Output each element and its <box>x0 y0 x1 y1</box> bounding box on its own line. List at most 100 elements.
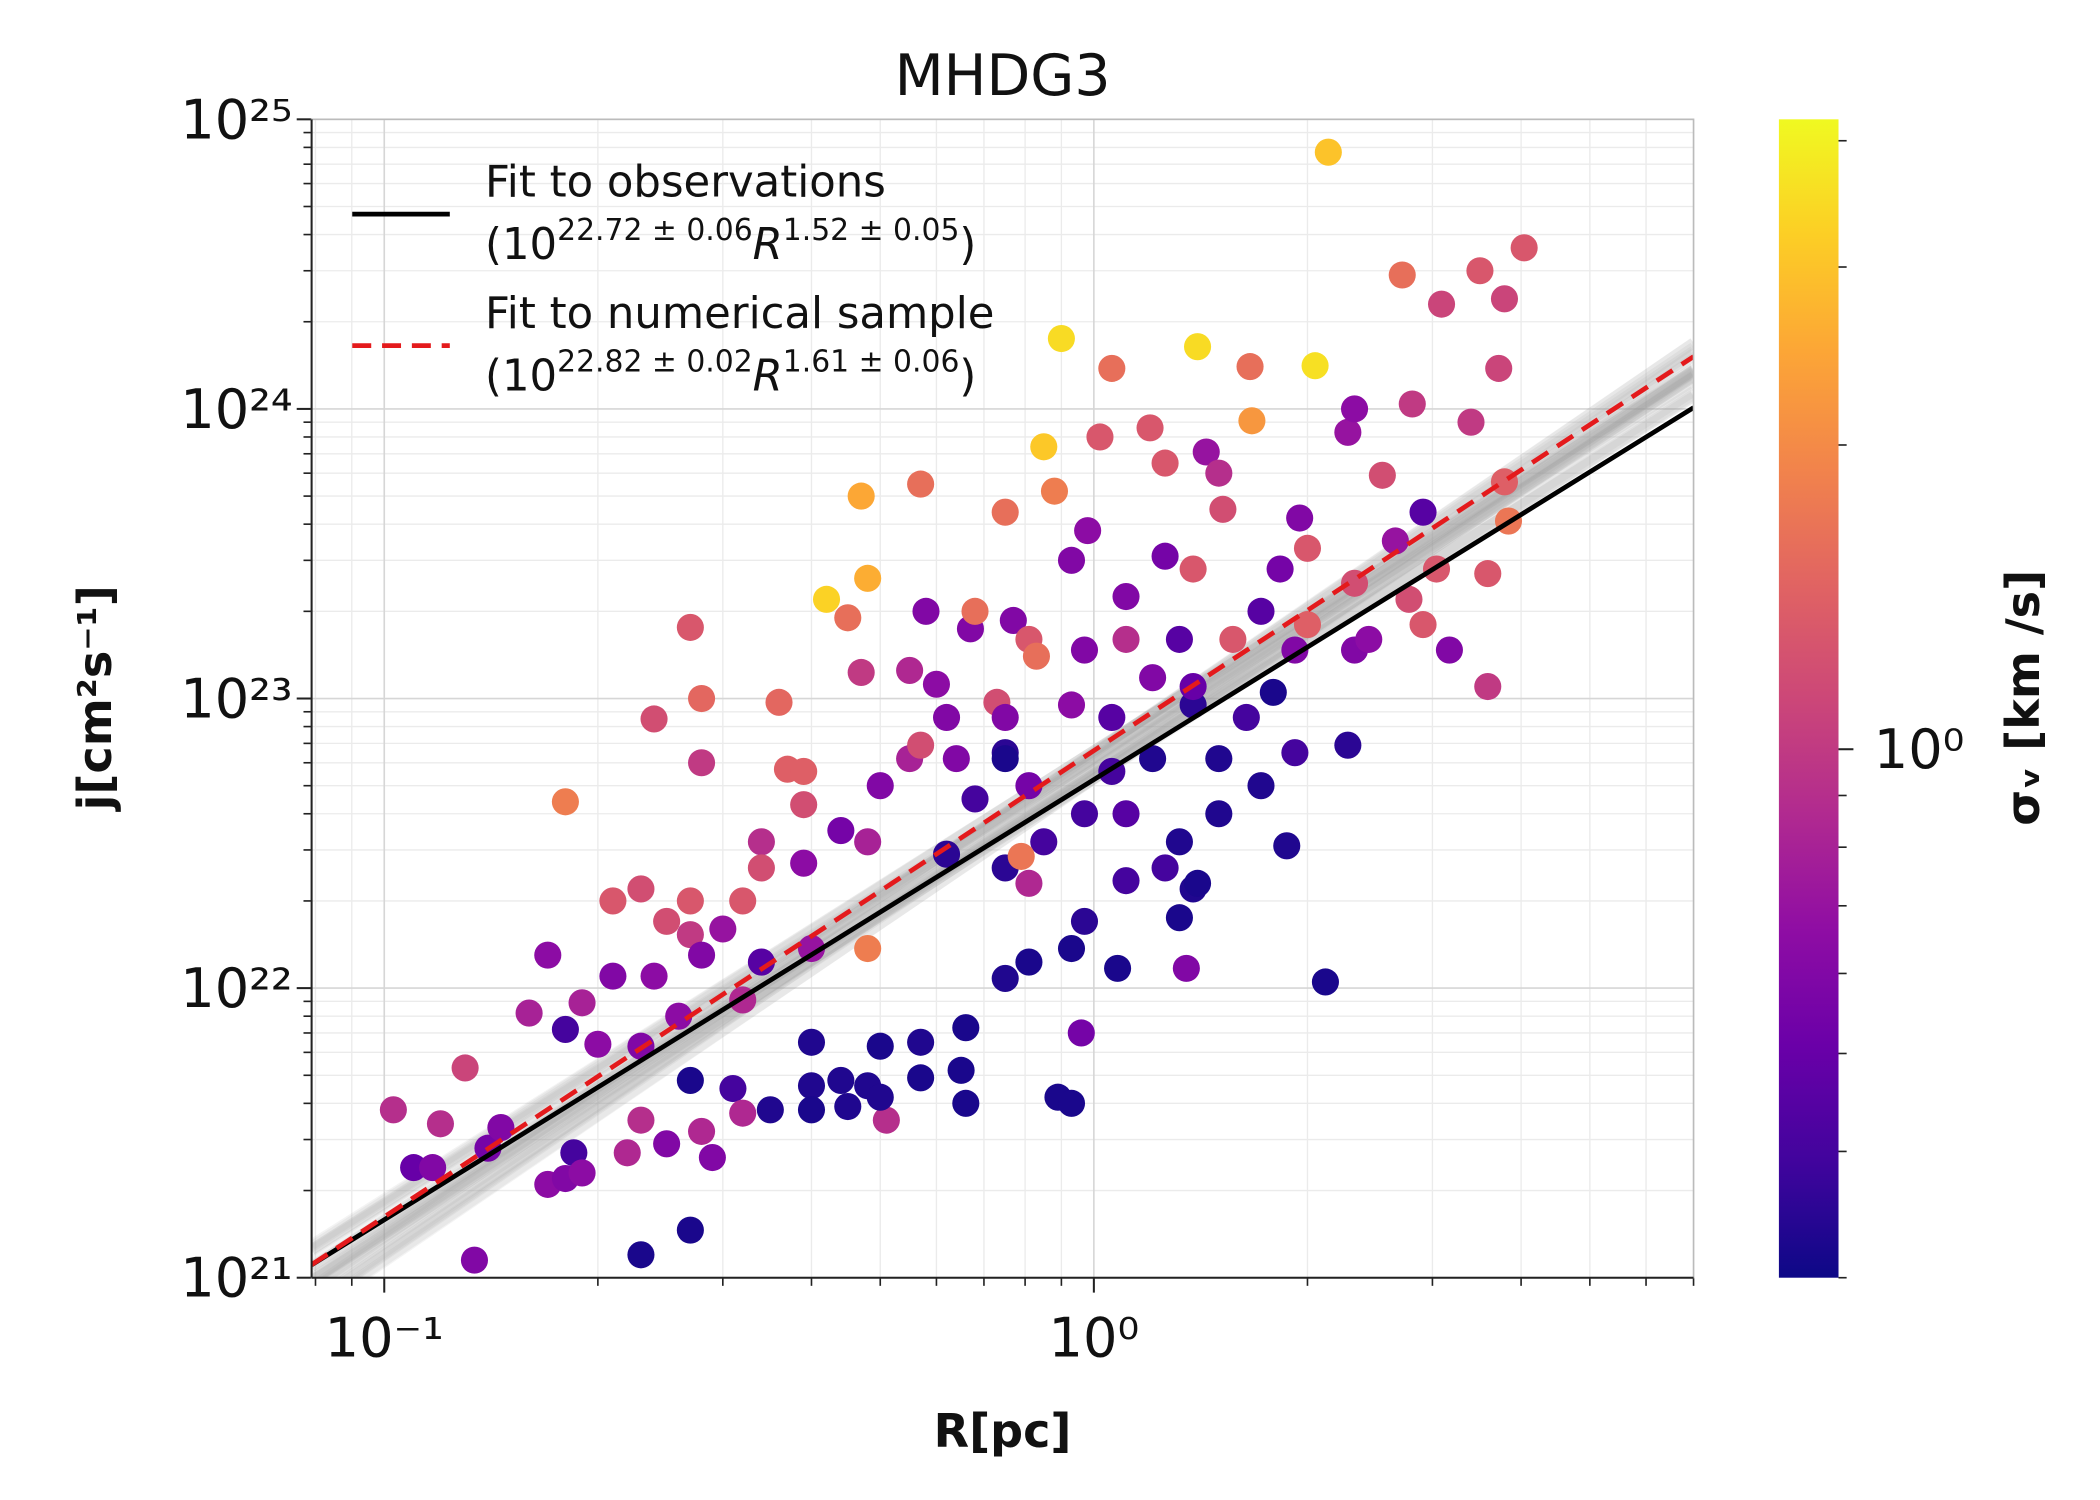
y-tick-label: 10²⁴ <box>180 378 292 441</box>
data-point <box>1205 800 1233 828</box>
data-point <box>866 772 894 800</box>
data-point <box>534 941 562 969</box>
data-point <box>1205 459 1233 487</box>
data-point <box>947 1056 975 1084</box>
data-point <box>1238 407 1266 435</box>
data-point <box>627 1106 655 1134</box>
data-point <box>665 1002 693 1030</box>
fit-band-line <box>311 367 1694 1250</box>
data-point <box>1466 257 1494 285</box>
data-point <box>932 703 961 732</box>
data-point <box>1409 498 1437 526</box>
fit-band-line <box>311 342 1694 1278</box>
formula-part: 22.82 ± 0.02 <box>557 344 753 379</box>
data-point <box>1070 907 1099 935</box>
data-point <box>1112 625 1140 653</box>
data-point <box>1286 504 1314 532</box>
data-point <box>1355 625 1383 653</box>
data-point <box>1247 597 1275 625</box>
legend-label: Fit to numerical sample <box>485 289 994 339</box>
data-point <box>1057 691 1086 719</box>
data-point <box>1340 395 1369 423</box>
formula-part: R <box>753 351 783 401</box>
data-point <box>551 788 579 816</box>
data-point <box>613 1139 641 1167</box>
data-point <box>676 613 704 641</box>
data-point <box>961 597 989 625</box>
data-point <box>797 1028 826 1056</box>
data-point <box>676 1216 704 1244</box>
data-point <box>1219 625 1247 653</box>
formula-part: 22.72 ± 0.06 <box>557 213 753 248</box>
data-point <box>912 597 940 625</box>
legend-formula: (1022.72 ± 0.06R1.52 ± 0.05) <box>485 213 976 270</box>
x-axis-label: R[pc] <box>934 1404 1072 1458</box>
data-point <box>1007 842 1035 870</box>
data-point <box>907 1028 935 1056</box>
data-point <box>688 749 716 777</box>
x-tick-label: 10⁰ <box>1049 1306 1140 1369</box>
data-point <box>797 1072 826 1100</box>
data-point <box>1015 869 1043 897</box>
data-point <box>922 670 950 698</box>
data-point <box>1086 423 1114 451</box>
data-point <box>426 1110 454 1138</box>
data-point <box>1022 642 1050 670</box>
data-point <box>790 849 818 877</box>
data-point <box>627 875 655 903</box>
data-point <box>676 1066 704 1094</box>
data-point <box>872 1106 900 1134</box>
data-point <box>1184 869 1212 897</box>
data-point <box>1368 461 1396 489</box>
chart-title: MHDG3 <box>895 43 1111 109</box>
data-point <box>1398 390 1426 418</box>
fit-band-line <box>311 378 1694 1256</box>
fit-band-line <box>311 365 1694 1272</box>
data-point <box>961 785 989 813</box>
data-point <box>790 757 818 785</box>
data-point <box>729 887 757 915</box>
data-point <box>1485 354 1513 382</box>
data-point <box>847 658 875 687</box>
data-point <box>797 1096 826 1124</box>
formula-part: R <box>753 220 783 270</box>
data-point <box>1273 832 1301 860</box>
data-point <box>1098 354 1126 382</box>
data-point <box>1139 664 1167 692</box>
data-point <box>627 1241 655 1269</box>
data-point <box>698 1143 726 1172</box>
data-point <box>747 828 775 856</box>
y-tick-label: 10²⁵ <box>180 88 292 151</box>
data-point <box>1388 261 1416 289</box>
data-point <box>1015 772 1043 800</box>
data-point <box>1474 672 1502 701</box>
data-point <box>1151 449 1179 477</box>
formula-part: ) <box>959 351 976 401</box>
data-point <box>1139 745 1167 773</box>
data-point <box>866 1083 894 1111</box>
data-point <box>1057 934 1086 963</box>
data-point <box>834 604 862 632</box>
data-point <box>1067 1019 1095 1047</box>
fit-band-line <box>311 372 1694 1278</box>
data-point <box>1015 948 1043 976</box>
data-point <box>1184 333 1212 361</box>
data-point <box>1427 290 1456 318</box>
data-point <box>907 470 935 498</box>
data-point <box>379 1096 407 1124</box>
data-point <box>952 1014 980 1042</box>
data-point <box>847 482 875 510</box>
data-point <box>1281 739 1309 767</box>
data-point <box>688 684 716 713</box>
fit-band-line <box>311 367 1694 1278</box>
data-point <box>653 1130 681 1158</box>
data-point <box>1490 285 1519 313</box>
data-point <box>991 964 1019 992</box>
fit-line <box>311 405 1694 1267</box>
data-point <box>952 1089 980 1117</box>
fit-band-line <box>348 368 1694 1278</box>
colorbar-label: σᵥ [km /s] <box>1996 570 2050 826</box>
data-point <box>1236 353 1264 381</box>
